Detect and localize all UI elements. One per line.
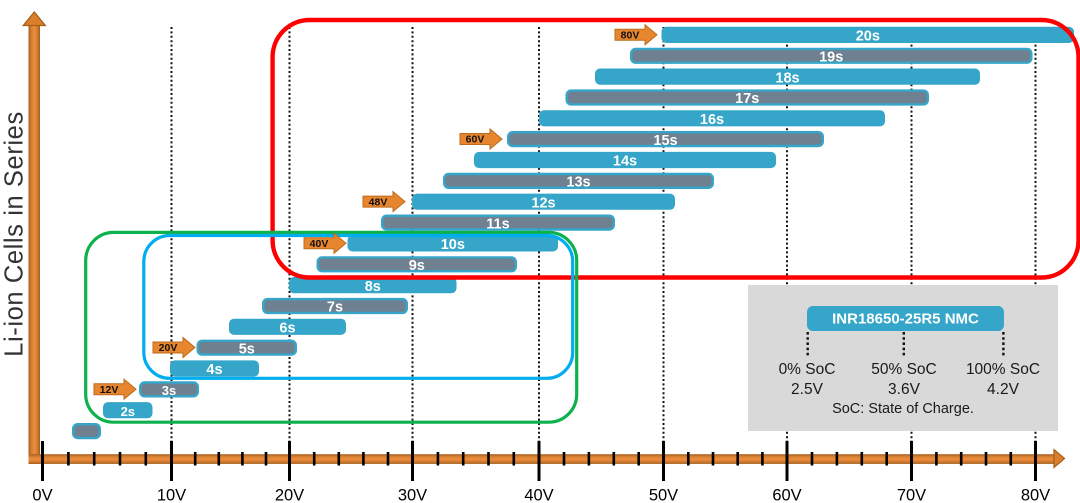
svg-text:18s: 18s (775, 70, 799, 86)
svg-text:4.2V: 4.2V (987, 381, 1020, 398)
svg-text:48V: 48V (369, 196, 388, 208)
svg-text:50% SoC: 50% SoC (871, 361, 936, 378)
svg-text:70V: 70V (897, 487, 926, 503)
svg-text:2.5V: 2.5V (791, 381, 824, 398)
svg-text:100% SoC: 100% SoC (966, 361, 1040, 378)
svg-text:60V: 60V (772, 487, 801, 503)
svg-text:3s: 3s (162, 383, 176, 398)
svg-text:SoC: State of Charge.: SoC: State of Charge. (832, 401, 974, 417)
svg-text:20s: 20s (856, 29, 880, 45)
svg-text:2s: 2s (121, 404, 135, 419)
svg-text:10V: 10V (157, 487, 186, 503)
svg-text:INR18650-25R5 NMC: INR18650-25R5 NMC (832, 311, 979, 328)
svg-text:12V: 12V (100, 384, 119, 396)
svg-text:6s: 6s (279, 321, 295, 337)
svg-text:11s: 11s (486, 216, 509, 232)
svg-text:7s: 7s (327, 300, 343, 316)
svg-text:20V: 20V (275, 487, 304, 503)
svg-text:50V: 50V (649, 487, 678, 503)
svg-text:17s: 17s (735, 91, 759, 107)
svg-text:5s: 5s (239, 341, 255, 357)
svg-text:15s: 15s (653, 133, 677, 149)
svg-text:16s: 16s (700, 112, 724, 128)
svg-text:19s: 19s (819, 50, 843, 66)
svg-text:40V: 40V (310, 238, 329, 250)
svg-text:8s: 8s (365, 279, 381, 295)
svg-text:3.6V: 3.6V (888, 381, 921, 398)
svg-text:20V: 20V (159, 342, 178, 354)
svg-text:40V: 40V (524, 487, 553, 503)
svg-text:60V: 60V (466, 134, 485, 146)
svg-text:10s: 10s (441, 237, 465, 253)
svg-text:9s: 9s (409, 258, 425, 274)
svg-text:0V: 0V (32, 487, 52, 503)
svg-text:80V: 80V (621, 30, 640, 42)
svg-text:80V: 80V (1021, 487, 1050, 503)
svg-text:14s: 14s (613, 154, 637, 170)
svg-text:Li-ion Cells in Series: Li-ion Cells in Series (1, 111, 29, 357)
svg-text:4s: 4s (206, 362, 222, 378)
svg-text:12s: 12s (531, 195, 555, 211)
svg-text:30V: 30V (398, 487, 427, 503)
svg-text:0% SoC: 0% SoC (779, 361, 836, 378)
svg-text:13s: 13s (566, 175, 590, 191)
